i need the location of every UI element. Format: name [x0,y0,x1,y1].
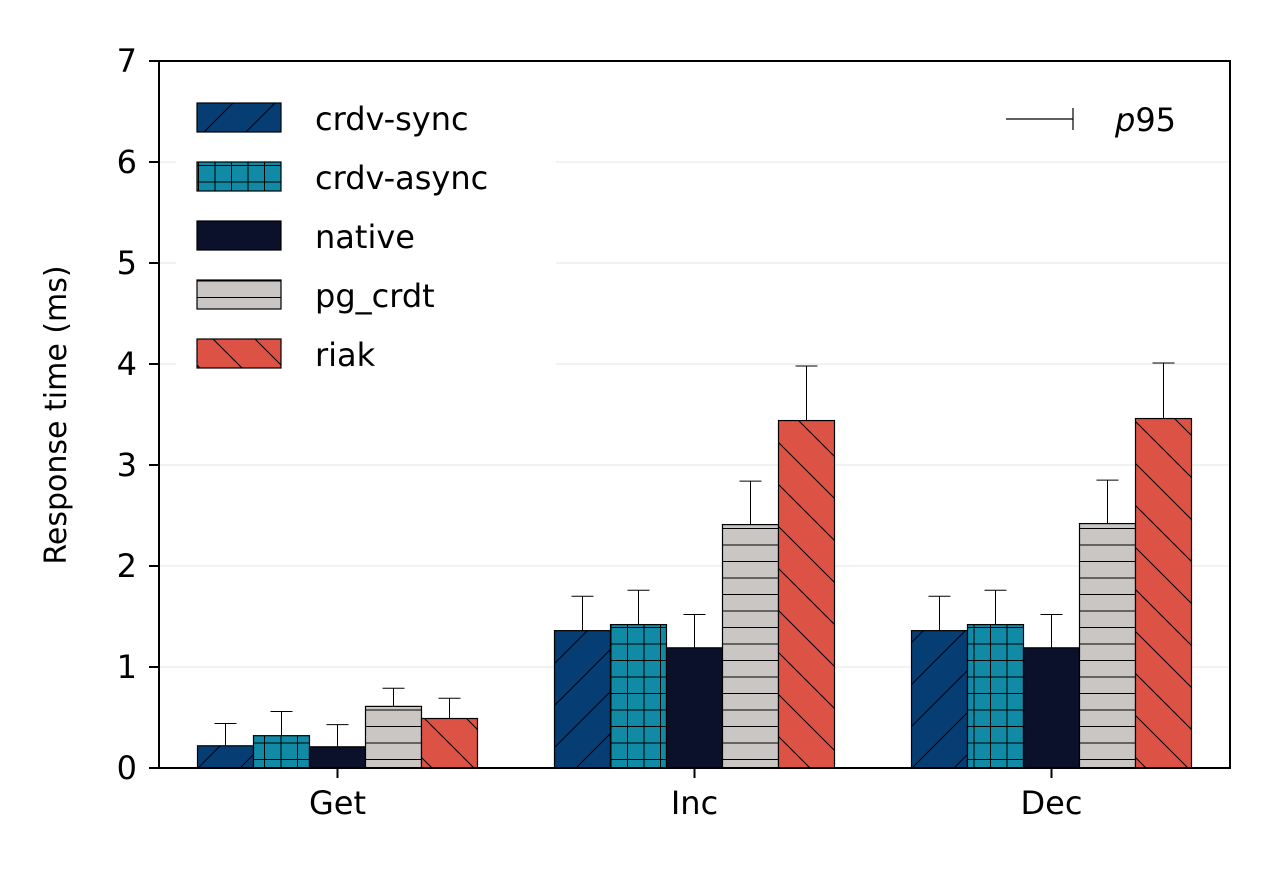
bar-native-Dec [1023,647,1080,768]
legend-swatch-outline-crdv-sync [196,102,282,133]
bar-hatch-crdv-async-Dec [967,624,1024,768]
bar-native-Get [309,746,366,768]
bar-hatch-riak-Dec [1135,418,1192,768]
error-bar-legend-suffix: 95 [1135,101,1176,139]
legend-label-riak: riak [315,336,376,374]
bar-hatch-pg_crdt-Get [365,706,422,768]
y-tick-label-4: 4 [117,345,137,383]
y-tick-label-5: 5 [117,244,137,282]
legend-label-crdv-async: crdv-async [315,159,488,197]
y-axis-title: Response time (ms) [39,265,74,564]
legend-swatch-outline-pg_crdt [196,279,282,310]
x-tick-label-Inc: Inc [671,784,718,822]
y-tick-label-7: 7 [117,42,137,80]
legend-label-native: native [315,218,415,256]
legend-swatch-hatch-pg_crdt [197,280,281,309]
legend-swatch-outline-native [196,220,282,251]
bar-hatch-crdv-sync-Dec [911,630,968,768]
bar-hatch-crdv-async-Inc [610,624,667,768]
bar-hatch-riak-Inc [778,420,835,768]
y-axis: 0 1 2 3 4 5 6 7 [117,42,159,787]
bar-hatch-crdv-sync-Get [197,745,254,768]
bar-hatch-riak-Get [421,718,478,768]
legend-swatch-outline-riak [196,338,282,369]
error-bar-legend-label: p95 [1114,101,1176,139]
y-tick-label-6: 6 [117,143,137,181]
x-tick-label-Get: Get [309,784,366,822]
bar-hatch-pg_crdt-Inc [722,524,779,768]
bar-hatch-crdv-async-Get [253,735,310,768]
legend-swatch-hatch-riak [197,339,281,368]
y-tick-label-0: 0 [117,749,137,787]
error-bar-legend-prefix: p [1114,101,1135,139]
legend-swatch-hatch-crdv-sync [197,103,281,132]
bars [196,417,1193,769]
x-axis: Get Inc Dec [309,768,1082,822]
x-tick-label-Dec: Dec [1021,784,1083,822]
legend-swatch-native [197,221,281,250]
bar-hatch-pg_crdt-Dec [1079,523,1136,768]
legend-swatch-hatch-crdv-async [197,162,281,191]
legend-swatch-outline-crdv-async [196,161,282,192]
error-bar-legend: p95 [1006,101,1176,139]
y-tick-label-1: 1 [117,648,137,686]
y-tick-label-2: 2 [117,547,137,585]
legend-label-crdv-sync: crdv-sync [315,100,469,138]
bar-native-Inc [666,647,723,768]
p95-error-bars [214,362,1175,747]
legend-label-pg_crdt: pg_crdt [315,277,435,315]
y-tick-label-3: 3 [117,446,137,484]
bar-hatch-crdv-sync-Inc [554,630,611,768]
